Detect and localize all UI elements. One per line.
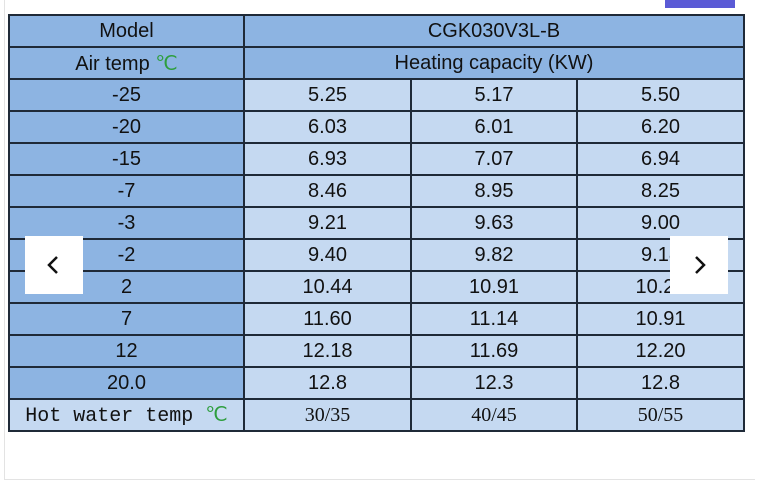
capacity-cell: 9.40	[243, 238, 412, 272]
data-row: -7 8.46 8.95 8.25	[8, 174, 745, 208]
air-temp-cell: 12	[8, 334, 245, 368]
table-body: Model CGK030V3L-B Air temp ℃ Heating cap…	[8, 14, 745, 432]
header-row: Model CGK030V3L-B	[8, 14, 745, 48]
data-row: 20.0 12.8 12.3 12.8	[8, 366, 745, 400]
data-row: 12 12.18 11.69 12.20	[8, 334, 745, 368]
water-temp-cell: 40/45	[410, 398, 578, 432]
air-temp-cell: -25	[8, 78, 245, 112]
capacity-cell: 11.60	[243, 302, 412, 336]
subheader-cell: Heating capacity (KW)	[243, 46, 745, 80]
label: Air temp	[75, 52, 150, 75]
capacity-cell: 9.21	[243, 206, 412, 240]
capacity-cell: 6.01	[410, 110, 578, 144]
capacity-cell: 5.17	[410, 78, 578, 112]
prev-button[interactable]	[25, 236, 83, 294]
air-temp-cell: -15	[8, 142, 245, 176]
subheader-cell: Air temp ℃	[8, 46, 245, 80]
air-temp-cell: -3	[8, 206, 245, 240]
air-temp-cell: 20.0	[8, 366, 245, 400]
capacity-cell: 12.20	[576, 334, 745, 368]
footer-row: Hot water temp ℃ 30/35 40/45 50/55	[8, 398, 745, 432]
data-row: -15 6.93 7.07 6.94	[8, 142, 745, 176]
capacity-cell: 9.82	[410, 238, 578, 272]
capacity-cell: 11.14	[410, 302, 578, 336]
data-row: -2 9.40 9.82 9.18	[8, 238, 745, 272]
capacity-cell: 10.91	[410, 270, 578, 304]
next-icon	[695, 256, 706, 274]
capacity-cell: 8.95	[410, 174, 578, 208]
capacity-cell: 8.46	[243, 174, 412, 208]
data-row: 7 11.60 11.14 10.91	[8, 302, 745, 336]
prev-icon	[47, 256, 58, 274]
label: Hot water temp	[25, 405, 194, 428]
air-temp-cell: -7	[8, 174, 245, 208]
footer-label-cell: Hot water temp ℃	[8, 398, 245, 432]
capacity-cell: 12.8	[576, 366, 745, 400]
capacity-cell: 6.20	[576, 110, 745, 144]
capacity-cell: 6.94	[576, 142, 745, 176]
capacity-cell: 5.25	[243, 78, 412, 112]
unit: ℃	[205, 405, 228, 428]
capacity-cell: 10.44	[243, 270, 412, 304]
air-temp-cell: -20	[8, 110, 245, 144]
subheader-row: Air temp ℃ Heating capacity (KW)	[8, 46, 745, 80]
capacity-table: Model CGK030V3L-B Air temp ℃ Heating cap…	[8, 14, 745, 432]
water-temp-cell: 30/35	[243, 398, 412, 432]
next-button[interactable]	[670, 236, 728, 294]
capacity-cell: 5.50	[576, 78, 745, 112]
capacity-cell: 12.18	[243, 334, 412, 368]
tab-indicator[interactable]	[665, 0, 735, 8]
capacity-cell: 12.8	[243, 366, 412, 400]
data-row: 2 10.44 10.91 10.20	[8, 270, 745, 304]
capacity-cell: 6.93	[243, 142, 412, 176]
header-cell: CGK030V3L-B	[243, 14, 745, 48]
capacity-cell: 11.69	[410, 334, 578, 368]
capacity-cell: 12.3	[410, 366, 578, 400]
capacity-cell: 7.07	[410, 142, 578, 176]
capacity-cell: 9.00	[576, 206, 745, 240]
header-cell: Model	[8, 14, 245, 48]
capacity-cell: 6.03	[243, 110, 412, 144]
data-row: -3 9.21 9.63 9.00	[8, 206, 745, 240]
capacity-cell: 8.25	[576, 174, 745, 208]
water-temp-cell: 50/55	[576, 398, 745, 432]
frame	[4, 0, 755, 480]
data-row: -20 6.03 6.01 6.20	[8, 110, 745, 144]
unit: ℃	[155, 52, 178, 75]
capacity-cell: 10.91	[576, 302, 745, 336]
data-row: -25 5.25 5.17 5.50	[8, 78, 745, 112]
capacity-cell: 9.63	[410, 206, 578, 240]
air-temp-cell: 7	[8, 302, 245, 336]
